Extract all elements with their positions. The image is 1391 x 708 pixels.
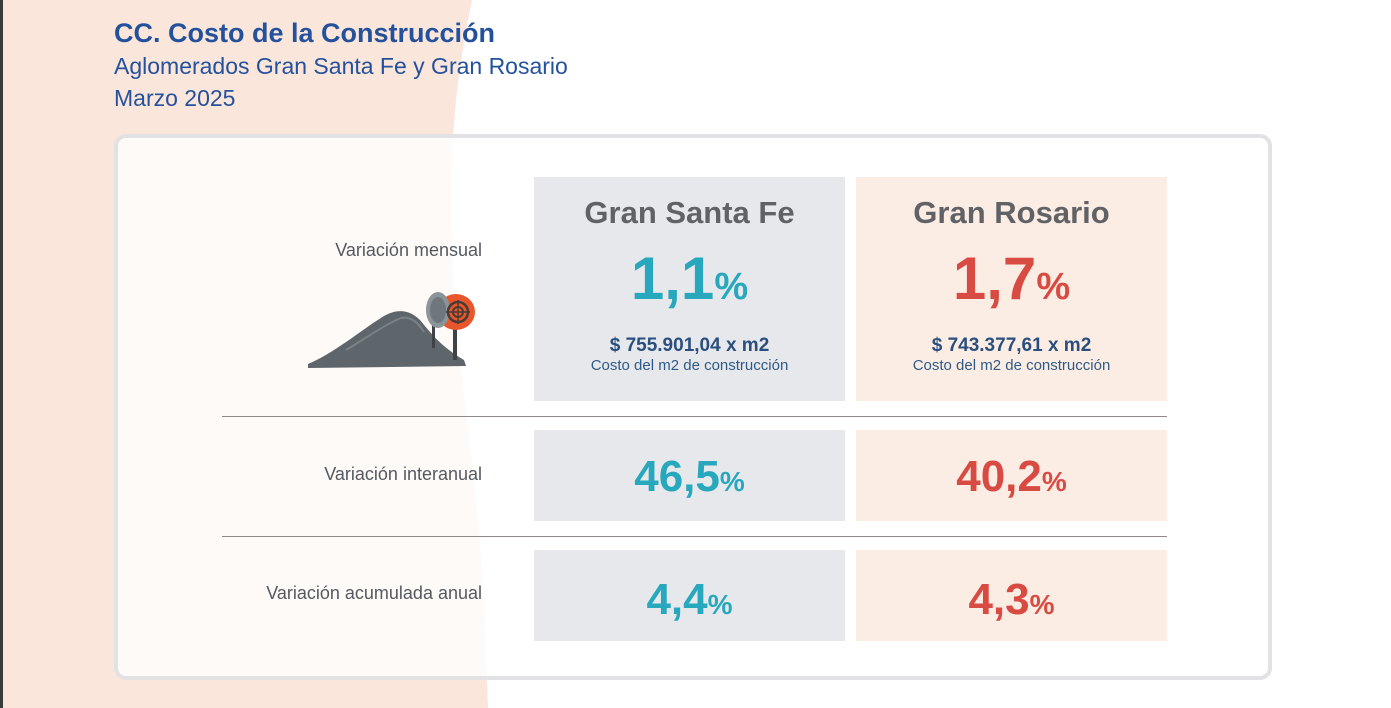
header: CC. Costo de la Construcción Aglomerados… — [114, 16, 568, 114]
cement-mixer-icon — [308, 292, 475, 368]
santa-fe-accumulated-value: 4,4% — [534, 578, 845, 622]
santa-fe-monthly-number: 1,1 — [630, 245, 715, 312]
page-subtitle: Aglomerados Gran Santa Fe y Gran Rosario — [114, 53, 568, 79]
percent-sign: % — [1041, 466, 1067, 497]
left-border — [0, 0, 3, 708]
rosario-name: Gran Rosario — [913, 195, 1110, 230]
rosario-accumulated-card: 4,3% — [856, 550, 1167, 641]
rosario-monthly-card: Gran Rosario 1,7% $ 743.377,61 x m2 Cost… — [856, 177, 1167, 401]
percent-sign: % — [707, 589, 733, 620]
row-divider — [222, 416, 1167, 417]
row-label-monthly: Variación mensual — [335, 240, 482, 260]
rosario-monthly-value: 1,7% — [856, 249, 1167, 309]
rosario-accumulated-value: 4,3% — [856, 578, 1167, 622]
santa-fe-cost: $ 755.901,04 x m2 — [609, 335, 770, 356]
rosario-cost: $ 743.377,61 x m2 — [931, 335, 1092, 356]
page-title: CC. Costo de la Construcción — [114, 18, 496, 48]
percent-sign: % — [1036, 266, 1071, 308]
santa-fe-yearly-value: 46,5% — [534, 455, 845, 499]
rosario-yearly-value: 40,2% — [856, 455, 1167, 499]
rosario-monthly-number: 1,7 — [952, 245, 1037, 312]
percent-sign: % — [719, 466, 745, 497]
rosario-yearly-card: 40,2% — [856, 430, 1167, 521]
page-period: Marzo 2025 — [114, 85, 236, 111]
santa-fe-yearly-number: 46,5 — [634, 452, 720, 501]
rosario-accumulated-number: 4,3 — [968, 575, 1030, 624]
santa-fe-accumulated-card: 4,4% — [534, 550, 845, 641]
percent-sign: % — [714, 266, 749, 308]
santa-fe-monthly-card: Gran Santa Fe 1,1% $ 755.901,04 x m2 Cos… — [534, 177, 845, 401]
percent-sign: % — [1029, 589, 1055, 620]
santa-fe-yearly-card: 46,5% — [534, 430, 845, 521]
santa-fe-monthly-value: 1,1% — [534, 249, 845, 309]
row-divider — [222, 536, 1167, 537]
row-label-accumulated: Variación acumulada anual — [266, 583, 482, 603]
row-label-yearly: Variación interanual — [324, 464, 482, 484]
santa-fe-cost-label: Costo del m2 de construcción — [590, 357, 789, 374]
rosario-cost-label: Costo del m2 de construcción — [912, 357, 1111, 374]
santa-fe-name: Gran Santa Fe — [584, 195, 795, 230]
rosario-yearly-number: 40,2 — [956, 452, 1042, 501]
santa-fe-accumulated-number: 4,4 — [646, 575, 708, 624]
